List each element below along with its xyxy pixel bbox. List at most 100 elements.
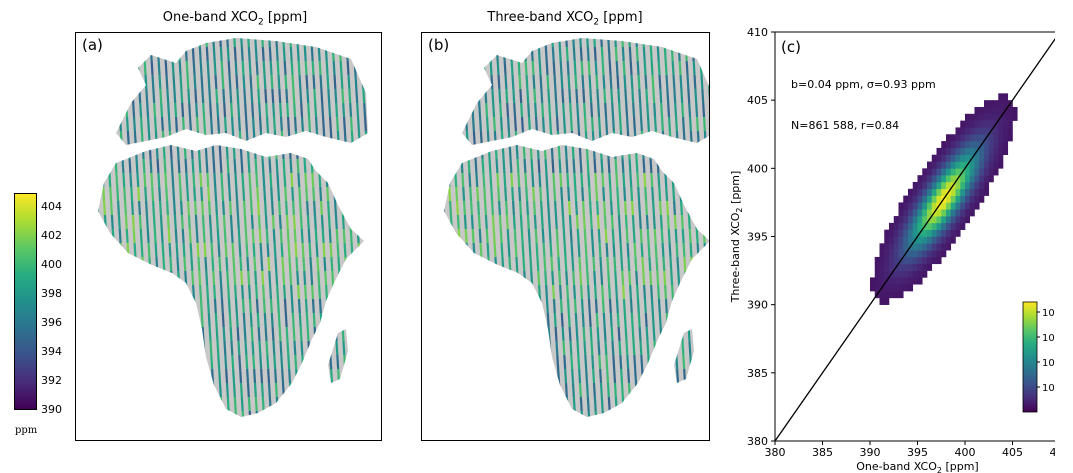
track-segment <box>234 298 238 314</box>
track-segment <box>431 117 432 131</box>
track-segment <box>145 214 149 230</box>
track-segment <box>282 270 286 286</box>
track-segment <box>646 102 650 118</box>
track-segment <box>511 312 515 328</box>
track-segment <box>659 214 663 230</box>
track-segment <box>678 298 682 314</box>
track-segment <box>172 200 177 216</box>
track-segment <box>343 242 347 258</box>
track-segment <box>572 46 576 62</box>
track-segment <box>273 130 277 146</box>
track-segment <box>372 355 373 369</box>
track-segment <box>358 38 362 48</box>
track-segment <box>249 186 253 202</box>
track-segment <box>482 298 486 314</box>
density-cell <box>974 168 980 176</box>
track-segment <box>99 368 103 384</box>
track-segment <box>444 102 447 118</box>
track-segment <box>608 298 612 314</box>
map-colorbar-unit: ppm <box>15 425 38 436</box>
track-segment <box>351 382 355 398</box>
track-segment <box>481 270 485 286</box>
track-segment <box>249 74 253 90</box>
density-cell <box>950 147 956 155</box>
track-segment <box>587 60 591 76</box>
track-segment <box>607 46 611 62</box>
track-segment <box>237 116 241 132</box>
track-segment <box>475 60 479 76</box>
track-segment <box>274 144 278 160</box>
track-segment <box>247 270 251 286</box>
track-segment <box>336 354 340 370</box>
density-cell <box>969 120 975 128</box>
track-segment <box>429 75 430 89</box>
track-segment <box>322 130 326 146</box>
track-segment <box>170 158 174 174</box>
track-segment <box>465 242 469 258</box>
track-segment <box>104 228 108 244</box>
track-segment <box>674 228 678 244</box>
track-segment <box>276 60 280 76</box>
track-segment <box>602 200 607 216</box>
track-segment <box>444 228 447 244</box>
track-segment <box>603 214 607 230</box>
track-segment <box>552 284 556 300</box>
density-cell <box>908 229 914 237</box>
density-cell <box>908 284 914 292</box>
density-cell <box>889 284 895 292</box>
track-segment <box>288 256 292 272</box>
track-segment <box>483 312 487 328</box>
track-segment <box>570 242 574 258</box>
track-segment <box>568 214 572 230</box>
density-cell <box>946 236 952 244</box>
track-segment <box>669 38 673 48</box>
density-cell <box>884 250 890 258</box>
track-segment <box>292 88 296 104</box>
track-segment <box>170 46 174 62</box>
track-segment <box>446 270 450 286</box>
track-segment <box>634 144 638 160</box>
density-cell <box>893 229 899 237</box>
track-segment <box>444 326 446 342</box>
track-segment <box>668 242 672 258</box>
track-segment <box>120 144 124 160</box>
track-segment <box>550 144 554 160</box>
track-segment <box>333 200 338 216</box>
density-cell <box>979 168 985 176</box>
density-cell <box>960 188 966 196</box>
density-cell <box>898 236 904 244</box>
track-segment <box>552 60 556 76</box>
density-cell <box>870 284 876 292</box>
track-segment <box>540 326 544 342</box>
track-segment <box>276 284 280 300</box>
density-cell <box>965 202 971 210</box>
track-segment <box>507 130 511 146</box>
track-segment <box>663 270 667 286</box>
track-segment <box>155 38 159 48</box>
track-segment <box>148 256 152 272</box>
track-segment <box>608 60 612 76</box>
track-segment <box>466 38 470 48</box>
track-segment <box>199 410 203 417</box>
density-cell <box>974 161 980 169</box>
track-segment <box>627 256 631 272</box>
density-cell <box>941 188 947 196</box>
track-segment <box>160 340 164 356</box>
x-tick-label: 400 <box>955 446 976 459</box>
track-segment <box>179 200 184 216</box>
track-segment <box>216 228 220 244</box>
track-segment <box>297 298 301 314</box>
track-segment <box>198 46 202 62</box>
track-segment <box>670 396 674 412</box>
density-cell <box>941 216 947 224</box>
track-segment <box>98 186 99 202</box>
track-segment <box>671 298 675 314</box>
track-segment <box>138 326 142 342</box>
track-segment <box>627 144 631 160</box>
track-segment <box>595 74 599 90</box>
track-segment <box>264 214 268 230</box>
track-segment <box>681 340 685 356</box>
track-segment <box>191 270 195 286</box>
track-segment <box>641 368 645 384</box>
track-segment <box>536 38 540 48</box>
